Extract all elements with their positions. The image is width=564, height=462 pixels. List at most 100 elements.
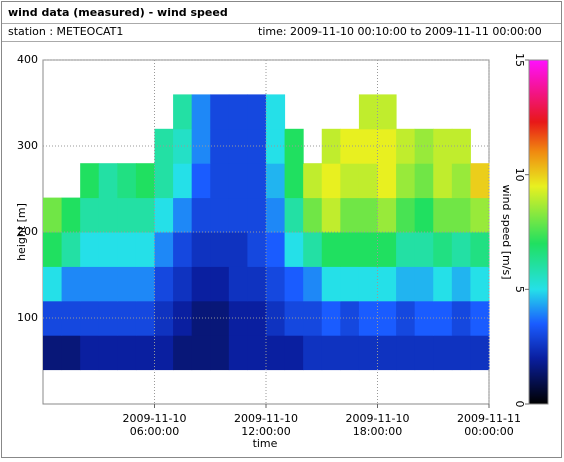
cell [61, 197, 81, 233]
cell [284, 232, 304, 267]
cell [98, 197, 118, 233]
colorbar-tick-label: 15 [513, 53, 526, 67]
cell [210, 266, 230, 302]
cell [340, 232, 360, 267]
y-tick-label: 400 [17, 53, 38, 66]
cell [303, 335, 323, 371]
cell [433, 197, 453, 233]
cell [210, 335, 230, 371]
cell [80, 163, 100, 199]
cell [266, 300, 286, 336]
cell [98, 300, 118, 336]
cell [210, 128, 230, 164]
cell [284, 128, 304, 164]
x-tick-label: 2009-11-10 12:00:00 [234, 412, 298, 438]
cell [303, 232, 323, 267]
cell [135, 163, 155, 199]
cell [377, 128, 397, 164]
cell [358, 335, 378, 371]
cell [154, 128, 174, 164]
cell [173, 128, 193, 164]
cell [340, 163, 360, 199]
cell [247, 163, 267, 199]
colorbar [528, 59, 549, 405]
cell [173, 335, 193, 371]
cell [396, 163, 416, 199]
cell [377, 335, 397, 371]
cell [266, 335, 286, 371]
cell [98, 232, 118, 267]
y-axis-label: height [m] [15, 203, 28, 261]
cell [284, 335, 304, 371]
cell [135, 335, 155, 371]
cell [117, 232, 137, 267]
cell [470, 335, 490, 371]
cell [266, 128, 286, 164]
x-tick-label: 2009-11-11 00:00:00 [457, 412, 521, 438]
cell [228, 335, 248, 371]
cell [61, 266, 81, 302]
cell [98, 335, 118, 371]
cell [154, 163, 174, 199]
cell [396, 300, 416, 336]
cell [451, 197, 471, 233]
cell [191, 163, 211, 199]
cell [173, 266, 193, 302]
cell [80, 300, 100, 336]
cell [247, 266, 267, 302]
cell [210, 163, 230, 199]
cell [358, 266, 378, 302]
cell [433, 232, 453, 267]
cell [228, 232, 248, 267]
cell [98, 266, 118, 302]
cell [173, 232, 193, 267]
cell [191, 197, 211, 233]
cell [321, 335, 341, 371]
cell [377, 197, 397, 233]
cell [358, 197, 378, 233]
cell [414, 335, 434, 371]
cell [191, 94, 211, 130]
cell [303, 266, 323, 302]
cell [396, 128, 416, 164]
cell [340, 335, 360, 371]
cell [396, 197, 416, 233]
cell [154, 300, 174, 336]
cell [470, 266, 490, 302]
cell [470, 300, 490, 336]
cell [228, 266, 248, 302]
cell [358, 94, 378, 130]
x-axis-label: time [253, 437, 278, 450]
cell [358, 232, 378, 267]
cell [266, 266, 286, 302]
cell [377, 266, 397, 302]
cell [321, 197, 341, 233]
cell [191, 335, 211, 371]
cell [135, 266, 155, 302]
cell [433, 266, 453, 302]
cell [377, 94, 397, 130]
colorbar-label: wind speed [m/s] [500, 185, 513, 280]
y-tick-label: 100 [17, 311, 38, 324]
cell [433, 335, 453, 371]
cell [61, 300, 81, 336]
cell [247, 335, 267, 371]
cell [228, 197, 248, 233]
cell [284, 197, 304, 233]
cell [321, 163, 341, 199]
cell [451, 300, 471, 336]
cell [247, 197, 267, 233]
time-range: time: 2009-11-10 00:10:00 to 2009-11-11 … [258, 25, 542, 38]
cell [451, 163, 471, 199]
cell [451, 232, 471, 267]
cell [470, 232, 490, 267]
cell [266, 232, 286, 267]
cell [377, 163, 397, 199]
cell [340, 266, 360, 302]
cell [470, 197, 490, 233]
cell [396, 266, 416, 302]
cell [451, 128, 471, 164]
cell [154, 335, 174, 371]
